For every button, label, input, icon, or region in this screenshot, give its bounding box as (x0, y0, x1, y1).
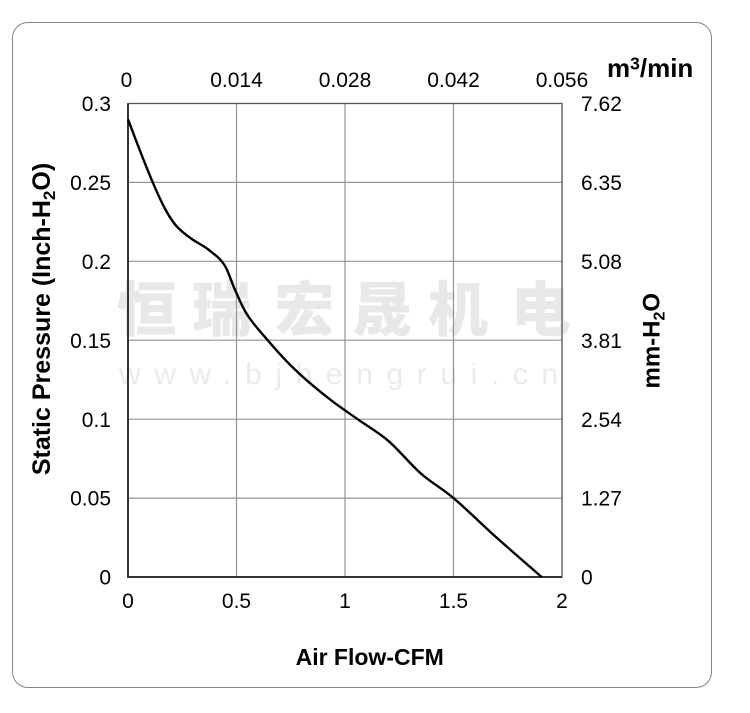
svg-text:6.35: 6.35 (581, 172, 622, 195)
svg-text:0.2: 0.2 (82, 251, 111, 274)
svg-text:7.62: 7.62 (581, 93, 622, 116)
svg-text:0.014: 0.014 (210, 69, 263, 92)
svg-text:Static Pressure (Inch-H2O): Static Pressure (Inch-H2O) (28, 163, 59, 475)
svg-text:0.042: 0.042 (427, 69, 480, 92)
svg-text:2: 2 (556, 590, 568, 613)
svg-text:0.05: 0.05 (70, 488, 111, 511)
svg-text:0.028: 0.028 (319, 69, 372, 92)
svg-text:mm-H2O: mm-H2O (639, 293, 669, 389)
svg-text:0.25: 0.25 (70, 172, 111, 195)
svg-text:1.27: 1.27 (581, 488, 622, 511)
svg-text:www.bjhengrui.cn: www.bjhengrui.cn (118, 358, 572, 391)
svg-text:0: 0 (99, 567, 111, 590)
svg-text:Air Flow-CFM: Air Flow-CFM (296, 644, 444, 670)
svg-text:0.5: 0.5 (222, 590, 251, 613)
svg-text:0.1: 0.1 (82, 409, 111, 432)
svg-text:3.81: 3.81 (581, 330, 622, 353)
svg-text:0: 0 (121, 69, 133, 92)
svg-text:0.056: 0.056 (536, 69, 589, 92)
svg-text:1: 1 (339, 590, 351, 613)
svg-text:0: 0 (581, 567, 593, 590)
svg-text:0.3: 0.3 (82, 93, 111, 116)
svg-text:0: 0 (122, 590, 134, 613)
svg-text:0.15: 0.15 (70, 330, 111, 353)
svg-text:1.5: 1.5 (439, 590, 468, 613)
svg-text:2.54: 2.54 (581, 409, 622, 432)
svg-text:m3/min: m3/min (607, 53, 693, 83)
svg-text:5.08: 5.08 (581, 251, 622, 274)
